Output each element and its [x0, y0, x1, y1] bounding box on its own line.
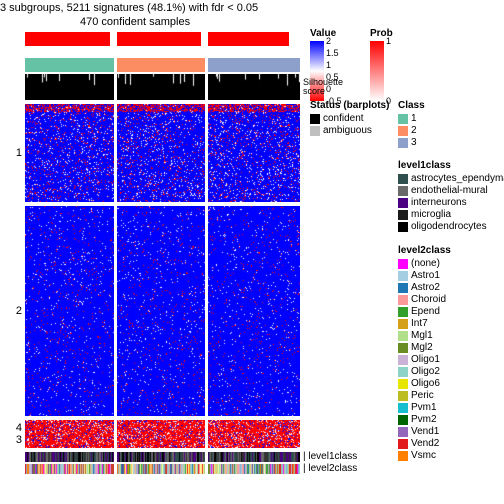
anno-prob-row — [25, 32, 300, 46]
legend-item: Int7 — [398, 318, 451, 330]
legend-item: 2 — [398, 125, 425, 137]
legend-item: Astro1 — [398, 270, 451, 282]
title-confident: 470 confident samples — [80, 16, 190, 28]
legend-item: 3 — [398, 137, 425, 149]
legend-item: Choroid — [398, 294, 451, 306]
anno-class-row — [25, 58, 300, 72]
title-main: 3 subgroups, 5211 signatures (48.1%) wit… — [0, 2, 258, 14]
legend-item: confident — [310, 113, 389, 125]
legend-item: Oligo1 — [398, 354, 451, 366]
legend-item: Peric — [398, 390, 451, 402]
bottom-anno-label: | level2class — [303, 463, 357, 474]
legend-item: 1 — [398, 113, 425, 125]
silhouette-label: Silhouette score — [303, 78, 343, 96]
anno-silhouette-row — [25, 74, 300, 100]
legend-item: astrocytes_ependymal — [398, 173, 504, 185]
legend-item: Astro2 — [398, 282, 451, 294]
legend-item: Oligo2 — [398, 366, 451, 378]
bottom-anno-label: | level1class — [303, 451, 357, 462]
legend-item: ambiguous — [310, 125, 389, 137]
legend-item: Vend1 — [398, 426, 451, 438]
legend-item: Mgl2 — [398, 342, 451, 354]
legend-item: Oligo6 — [398, 378, 451, 390]
legend-item: Pvm1 — [398, 402, 451, 414]
legend-item: Pvm2 — [398, 414, 451, 426]
row-group-label: 2 — [12, 305, 22, 317]
legend-item: microglia — [398, 209, 504, 221]
legend-item: Epend — [398, 306, 451, 318]
legend-item: interneurons — [398, 197, 504, 209]
legend-item: endothelial-mural — [398, 185, 504, 197]
row-group-label: 4 3 — [12, 422, 22, 446]
row-group-label: 1 — [12, 147, 22, 159]
legend-item: Vsmc — [398, 450, 451, 462]
legend-item: Mgl1 — [398, 330, 451, 342]
legend-item: Vend2 — [398, 438, 451, 450]
legend-item: (none) — [398, 258, 451, 270]
legend-item: oligodendrocytes — [398, 221, 504, 233]
